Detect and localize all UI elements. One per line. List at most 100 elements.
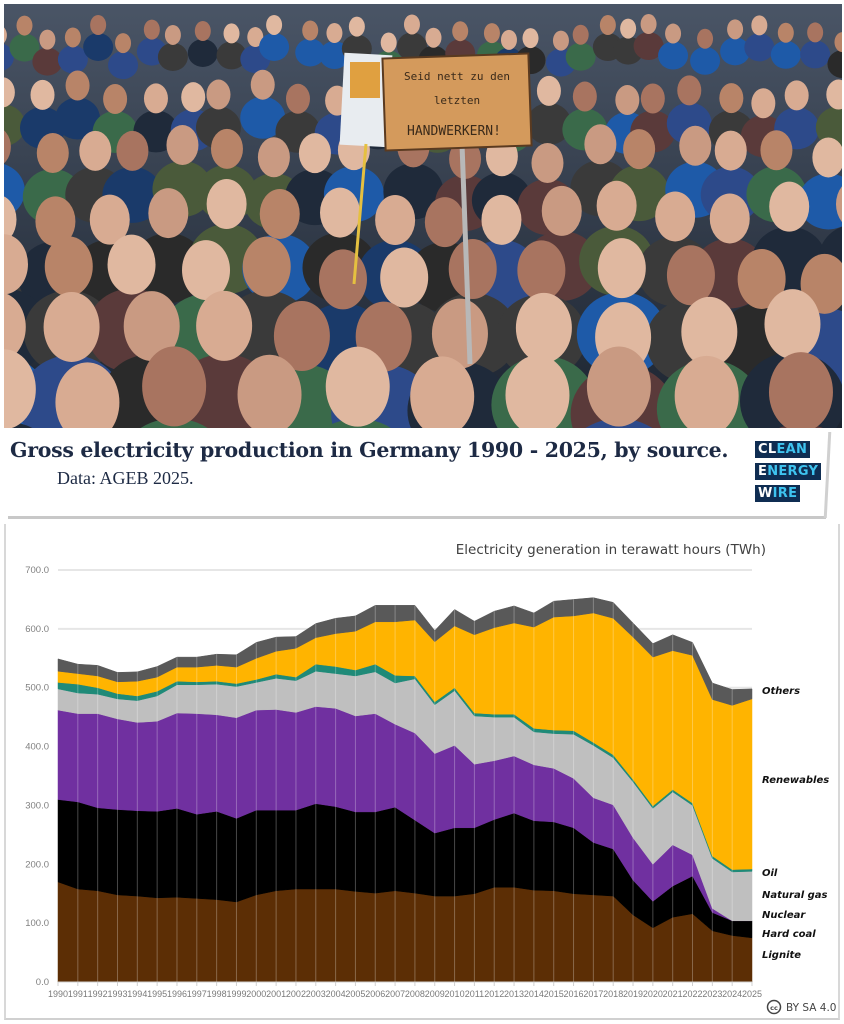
person-head	[107, 234, 156, 295]
license-text: BY SA 4.0	[786, 1002, 836, 1014]
person-head	[697, 28, 714, 49]
person-head	[674, 355, 739, 428]
person-head	[319, 187, 360, 238]
person-head	[30, 79, 55, 110]
logo-energy: ENERGY	[755, 463, 822, 480]
person-head	[143, 83, 168, 114]
person-head	[737, 248, 786, 309]
person-head	[410, 356, 475, 428]
person-head	[505, 355, 570, 428]
person-head	[143, 19, 160, 40]
cc-license: cc BY SA 4.0	[766, 999, 836, 1015]
person-head	[206, 179, 247, 230]
x-tick-label: 2001	[266, 989, 286, 999]
series-labels: Others Renewables Oil Natural gas Nuclear Har…	[762, 686, 829, 961]
person-body	[815, 106, 842, 149]
person-head	[615, 85, 640, 116]
person-body	[770, 40, 801, 69]
person-head	[64, 27, 81, 48]
x-tick-label: 1996	[167, 989, 187, 999]
person-head	[640, 83, 665, 114]
person-head	[285, 83, 310, 114]
person-body	[295, 38, 326, 67]
logo-wire-rest: IRE	[772, 486, 798, 501]
person-body	[690, 46, 721, 75]
person-body	[157, 42, 188, 71]
person-head	[727, 19, 744, 40]
person-body	[720, 37, 751, 66]
y-axis-ticks: 0.0 100.0 200.0 300.0 400.0 500.0 600.0 700.0	[25, 565, 49, 988]
person-head	[597, 238, 646, 299]
person-head	[210, 128, 243, 169]
person-head	[242, 236, 291, 297]
person-body	[259, 32, 290, 61]
series-label-nuclear: Nuclear	[762, 910, 806, 921]
person-head	[751, 88, 776, 119]
person-head	[223, 23, 240, 44]
person-head	[196, 290, 253, 361]
person-head	[89, 194, 130, 245]
x-tick-label: 2015	[544, 989, 564, 999]
x-tick-label: 2023	[702, 989, 722, 999]
person-head	[4, 77, 15, 108]
person-head	[751, 15, 768, 36]
person-head	[640, 14, 657, 35]
person-head	[599, 15, 616, 36]
sign-line-1: Seid nett zu den	[404, 70, 510, 83]
person-head	[273, 301, 330, 372]
person-head	[596, 180, 637, 231]
person-head	[517, 240, 566, 301]
protest-photo-illustration: Seid nett zu den letzten HANDWERKERN!	[4, 4, 842, 428]
series-areas	[57, 597, 753, 983]
person-head	[266, 14, 283, 35]
person-head	[4, 130, 11, 164]
person-head	[666, 245, 715, 306]
person-head	[536, 75, 561, 106]
person-body	[396, 32, 427, 61]
person-body	[4, 104, 26, 147]
person-head	[483, 23, 500, 44]
person-head	[586, 346, 651, 427]
y-tick-label: 200.0	[25, 859, 49, 870]
person-head	[90, 15, 107, 36]
person-head	[148, 188, 189, 239]
person-body	[108, 51, 139, 80]
person-head	[142, 346, 207, 427]
x-tick-label: 1993	[107, 989, 127, 999]
person-head	[44, 236, 93, 297]
person-head	[481, 194, 522, 245]
person-head	[760, 130, 793, 171]
person-body	[32, 47, 63, 76]
person-body	[827, 50, 842, 79]
x-tick-label: 2025	[742, 989, 762, 999]
series-label-others: Others	[762, 686, 800, 697]
x-tick-label: 2011	[465, 989, 484, 999]
y-tick-label: 0.0	[36, 977, 49, 988]
y-tick-label: 700.0	[25, 565, 49, 576]
x-tick-label: 2009	[425, 989, 445, 999]
x-tick-label: 2007	[385, 989, 405, 999]
person-head	[572, 81, 597, 112]
cc-icon-glyph: cc	[770, 1004, 778, 1012]
person-head	[424, 197, 465, 248]
chart-header	[4, 428, 834, 518]
person-head	[250, 69, 275, 100]
x-tick-label: 2022	[682, 989, 702, 999]
sign-line-2: letzten	[434, 94, 480, 107]
person-head	[826, 79, 842, 110]
person-body	[526, 102, 572, 145]
person-head	[326, 23, 343, 44]
x-tick-label: 2003	[306, 989, 326, 999]
x-tick-label: 1999	[226, 989, 246, 999]
y-tick-label: 600.0	[25, 624, 49, 635]
person-body	[187, 39, 218, 68]
x-tick-label: 2013	[504, 989, 524, 999]
person-head	[375, 194, 416, 245]
person-head	[4, 234, 28, 295]
logo-clean-rest: EAN	[776, 442, 808, 457]
person-head	[39, 29, 56, 50]
person-head	[380, 32, 397, 53]
person-head	[572, 24, 589, 45]
logo-energy-rest: NERGY	[767, 464, 819, 479]
year-separators	[58, 597, 752, 983]
